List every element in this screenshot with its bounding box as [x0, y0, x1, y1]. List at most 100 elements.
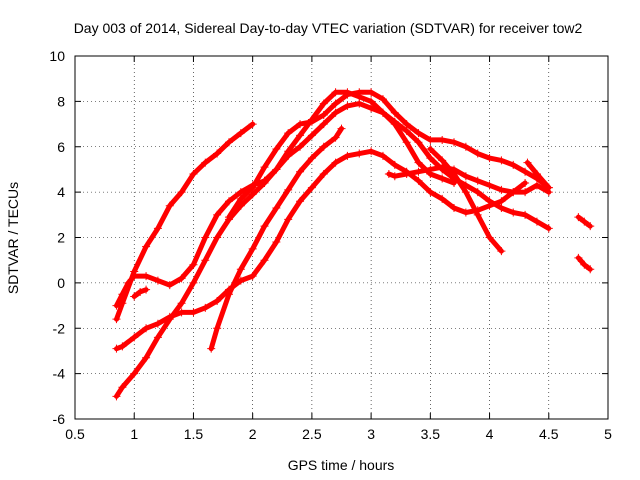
- data-point: [355, 149, 364, 158]
- data-series: [112, 88, 595, 401]
- data-point: [378, 108, 387, 117]
- data-point: [574, 253, 583, 262]
- data-point: [461, 172, 470, 181]
- data-point: [236, 194, 245, 203]
- data-point: [296, 167, 305, 176]
- data-point: [414, 138, 423, 147]
- data-point: [177, 274, 186, 283]
- data-point: [201, 303, 210, 312]
- data-point: [532, 169, 541, 178]
- data-point: [307, 131, 316, 140]
- series-track-3: [112, 99, 459, 401]
- data-point: [248, 272, 257, 281]
- x-tick-label: 3.5: [421, 426, 441, 442]
- data-point: [153, 224, 162, 233]
- data-point: [248, 244, 257, 253]
- series-track-10: [574, 253, 595, 274]
- data-point: [384, 169, 393, 178]
- series-track-4: [130, 285, 151, 301]
- data-point: [355, 99, 364, 108]
- data-point: [296, 142, 305, 151]
- series-line: [114, 148, 528, 352]
- data-point: [426, 154, 435, 163]
- data-point: [450, 138, 459, 147]
- data-point: [248, 190, 257, 199]
- data-point: [296, 197, 305, 206]
- data-point: [461, 208, 470, 217]
- data-point: [580, 260, 589, 269]
- data-point: [544, 183, 553, 192]
- data-point: [473, 149, 482, 158]
- data-point: [367, 104, 376, 113]
- data-point: [485, 154, 494, 163]
- data-point: [189, 278, 198, 287]
- data-point: [142, 324, 151, 333]
- data-point: [414, 158, 423, 167]
- data-point: [367, 97, 376, 106]
- data-point: [224, 290, 233, 299]
- data-point: [153, 319, 162, 328]
- data-point: [438, 194, 447, 203]
- data-point: [473, 210, 482, 219]
- data-point: [236, 129, 245, 138]
- data-point: [112, 392, 121, 401]
- data-point: [236, 265, 245, 274]
- data-point: [130, 333, 139, 342]
- data-point: [331, 99, 340, 108]
- x-axis-label: GPS time / hours: [288, 457, 395, 473]
- data-point: [224, 197, 233, 206]
- data-point: [272, 145, 281, 154]
- data-point: [402, 120, 411, 129]
- data-point: [544, 224, 553, 233]
- data-point: [260, 222, 269, 231]
- data-point: [355, 88, 364, 97]
- series-track-6: [207, 124, 346, 353]
- series-track-8: [384, 163, 553, 197]
- x-tick-label: 1.5: [184, 426, 204, 442]
- data-point: [450, 179, 459, 188]
- x-tick-label: 5: [604, 426, 612, 442]
- data-point: [201, 256, 210, 265]
- data-point: [426, 135, 435, 144]
- data-point: [213, 210, 222, 219]
- data-point: [284, 151, 293, 160]
- data-point: [319, 142, 328, 151]
- data-point: [319, 110, 328, 119]
- data-point: [331, 88, 340, 97]
- x-tick-label: 2: [249, 426, 257, 442]
- data-point: [438, 135, 447, 144]
- data-point: [124, 278, 133, 287]
- data-point: [485, 233, 494, 242]
- data-point: [586, 265, 595, 274]
- series-line: [226, 89, 552, 220]
- data-point: [189, 260, 198, 269]
- x-tick-label: 1: [130, 426, 138, 442]
- data-point: [130, 369, 139, 378]
- data-point: [574, 213, 583, 222]
- data-point: [343, 151, 352, 160]
- y-tick-label: 0: [57, 275, 65, 291]
- data-point: [189, 169, 198, 178]
- data-point: [367, 147, 376, 156]
- data-point: [319, 99, 328, 108]
- data-point: [272, 165, 281, 174]
- data-point: [177, 299, 186, 308]
- data-point: [523, 158, 532, 167]
- data-point: [367, 88, 376, 97]
- data-point: [450, 169, 459, 178]
- data-point: [296, 131, 305, 140]
- x-tick-label: 0.5: [65, 426, 85, 442]
- data-point: [224, 138, 233, 147]
- data-point: [438, 156, 447, 165]
- data-point: [142, 353, 151, 362]
- series-line: [114, 89, 552, 309]
- data-point: [248, 120, 257, 129]
- data-point: [236, 188, 245, 197]
- data-point: [402, 126, 411, 135]
- data-point: [521, 167, 530, 176]
- data-point: [390, 160, 399, 169]
- x-tick-label: 4: [486, 426, 494, 442]
- data-point: [272, 204, 281, 213]
- data-point: [521, 210, 530, 219]
